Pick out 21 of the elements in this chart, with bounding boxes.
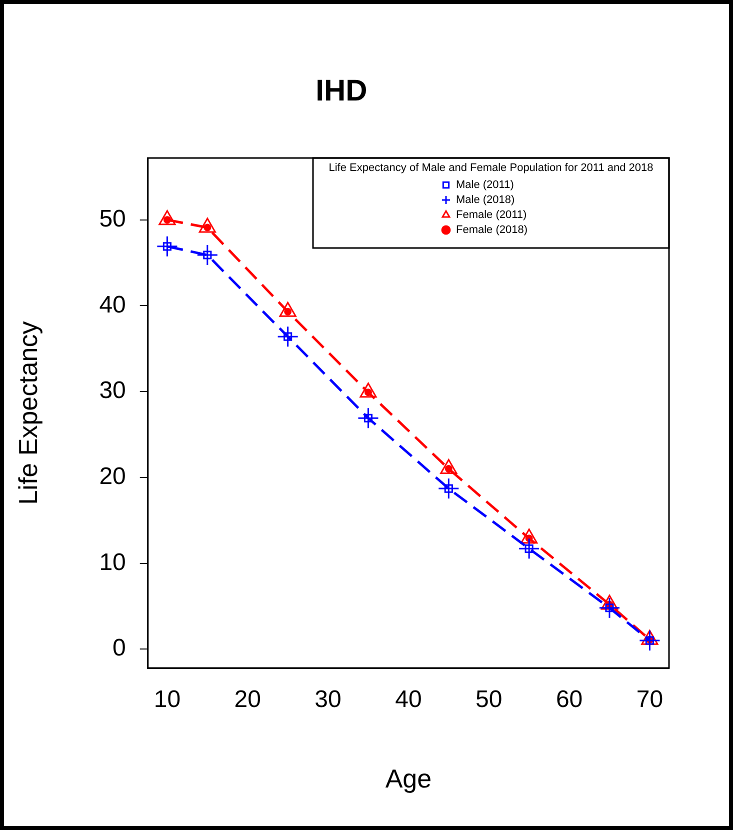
y-axis-title: Life Expectancy	[12, 321, 43, 505]
y-tick-label: 30	[99, 377, 126, 404]
x-tick-label: 20	[234, 686, 261, 714]
chart-title: IHD	[316, 74, 368, 108]
y-tick-label: 10	[99, 548, 126, 576]
x-tick-label: 10	[154, 686, 181, 714]
x-tick-label: 50	[476, 686, 502, 714]
x-tick-label: 30	[314, 686, 342, 714]
x-tick-label: 70	[636, 686, 664, 714]
legend-label: Female (2018)	[456, 224, 528, 236]
y-tick-label: 50	[99, 205, 126, 232]
legend-label: Female (2011)	[456, 209, 527, 222]
y-tick-label: 0	[112, 634, 126, 662]
x-tick-label: 60	[556, 686, 583, 714]
legend-label: Male (2011)	[456, 179, 514, 192]
x-tick-label: 40	[395, 686, 422, 714]
legend-label: Male (2018)	[456, 194, 515, 206]
x-axis-title: Age	[385, 764, 432, 794]
y-tick-label: 40	[99, 291, 126, 318]
y-tick-label: 20	[99, 463, 126, 490]
legend-title: Life Expectancy of Male and Female Population for 2011 and 2018	[328, 162, 654, 174]
